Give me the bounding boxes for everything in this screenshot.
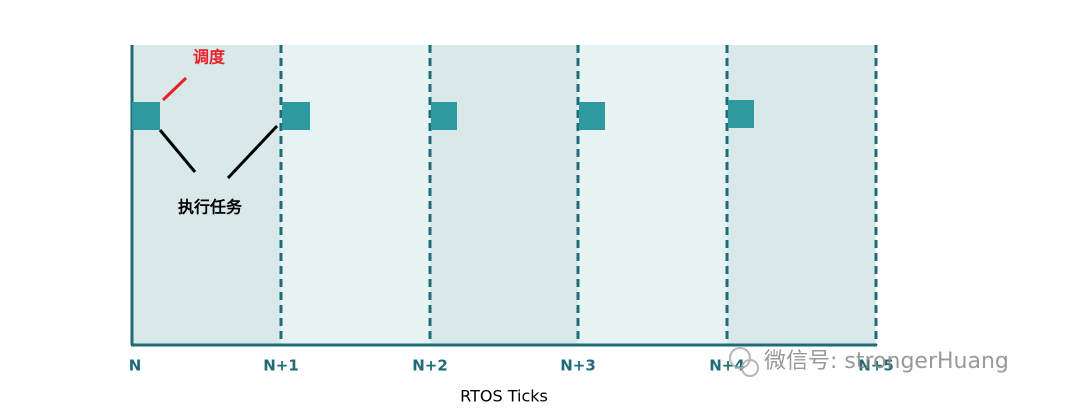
watermark-icon xyxy=(729,347,751,369)
tick-label: N+4 xyxy=(709,357,745,375)
pointer xyxy=(226,124,279,180)
task-block xyxy=(431,102,457,130)
tick-column xyxy=(132,45,281,345)
pointer xyxy=(161,76,188,102)
tick-column xyxy=(281,45,430,345)
watermark-icon xyxy=(741,359,759,377)
watermark: 微信号: strongerHuang xyxy=(764,349,1009,374)
task-block xyxy=(728,100,754,128)
tick-column xyxy=(578,45,727,345)
tick-column xyxy=(430,45,578,345)
axis-label: RTOS Ticks xyxy=(460,387,548,406)
watermark-group: 微信号: strongerHuang xyxy=(729,347,1009,377)
task-block xyxy=(579,102,605,130)
execute-label: 执行任务 xyxy=(178,198,243,217)
task-block xyxy=(132,102,160,130)
columns xyxy=(132,45,876,345)
tick-label: N+5 xyxy=(858,357,894,375)
tick-label: N xyxy=(129,357,142,375)
tasks xyxy=(132,100,754,130)
tick-column xyxy=(727,45,876,345)
tick-label: N+1 xyxy=(263,357,299,375)
tick-label: N+3 xyxy=(560,357,596,375)
boundaries xyxy=(130,45,878,347)
tick-label: N+2 xyxy=(412,357,448,375)
schedule-label: 调度 xyxy=(193,48,226,67)
tick-labels: N N+1 N+2 N+3 N+4 N+5 xyxy=(129,357,894,375)
task-block xyxy=(282,102,310,130)
pointer xyxy=(158,129,197,173)
